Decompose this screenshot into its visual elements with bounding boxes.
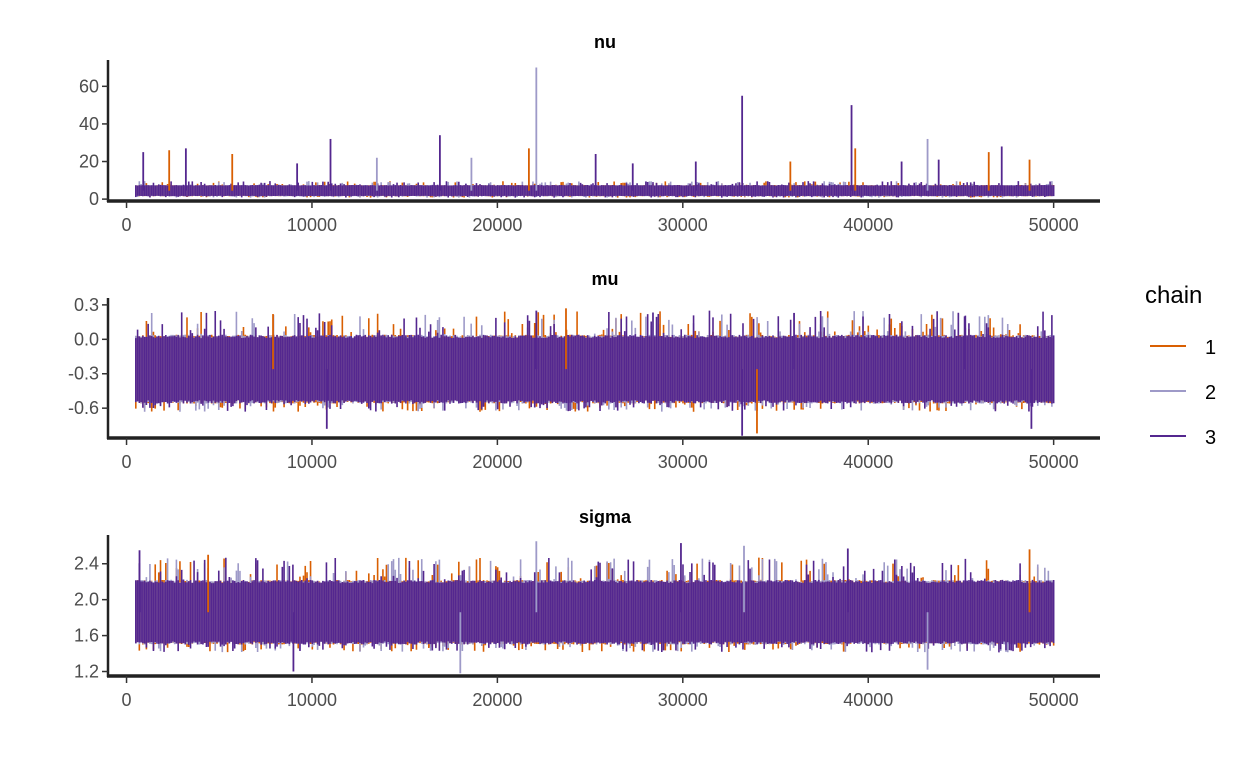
x-tick-label: 20000	[472, 690, 522, 710]
x-tick-label: 10000	[287, 690, 337, 710]
x-tick-label: 30000	[658, 452, 708, 472]
x-tick-label: 10000	[287, 215, 337, 235]
x-tick-label: 50000	[1029, 215, 1079, 235]
x-tick-label: 40000	[843, 690, 893, 710]
legend-label: 3	[1205, 427, 1216, 449]
panel-nu: nu 0 20 40 60 0 10000 20000 30000 40000 50000	[79, 32, 1100, 235]
x-tick-label: 20000	[472, 215, 522, 235]
trace-chain-3	[135, 557, 1055, 653]
y-tick-label: 0.0	[74, 329, 99, 349]
y-tick-label: 2.0	[74, 590, 99, 610]
trace-chain-3	[135, 181, 1055, 198]
y-tick-label: 1.2	[74, 662, 99, 682]
y-tick-label: 2.4	[74, 554, 99, 574]
x-tick-label: 10000	[287, 452, 337, 472]
x-tick-label: 0	[122, 215, 132, 235]
y-tick-label: -0.6	[68, 398, 99, 418]
y-tick-label: 60	[79, 76, 99, 96]
y-tick-label: -0.3	[68, 364, 99, 384]
legend-title: chain	[1145, 282, 1202, 309]
legend-label: 1	[1205, 337, 1216, 359]
y-tick-label: 0	[89, 189, 99, 209]
legend: chain 1 2 3	[1145, 282, 1216, 449]
x-tick-label: 40000	[843, 215, 893, 235]
x-tick-label: 50000	[1029, 690, 1079, 710]
x-tick-label: 20000	[472, 452, 522, 472]
x-tick-label: 30000	[658, 215, 708, 235]
trace-chain-3	[135, 310, 1055, 412]
panel-title: mu	[592, 269, 619, 289]
panel-title: nu	[594, 32, 616, 52]
x-tick-label: 50000	[1029, 452, 1079, 472]
panel-sigma: sigma 1.2 1.6 2.0 2.4 0 10000 20000 30000 40000 50…	[74, 507, 1100, 710]
y-tick-label: 40	[79, 114, 99, 134]
panel-title: sigma	[579, 507, 632, 527]
x-tick-label: 40000	[843, 452, 893, 472]
y-tick-label: 20	[79, 152, 99, 172]
y-tick-label: 1.6	[74, 626, 99, 646]
panel-mu: mu -0.6 -0.3 0.0 0.3 0 10000 20000 30000 40000 500…	[68, 269, 1100, 472]
y-tick-label: 0.3	[74, 295, 99, 315]
legend-label: 2	[1205, 382, 1216, 404]
x-tick-label: 0	[122, 690, 132, 710]
x-tick-label: 0	[122, 452, 132, 472]
x-tick-label: 30000	[658, 690, 708, 710]
